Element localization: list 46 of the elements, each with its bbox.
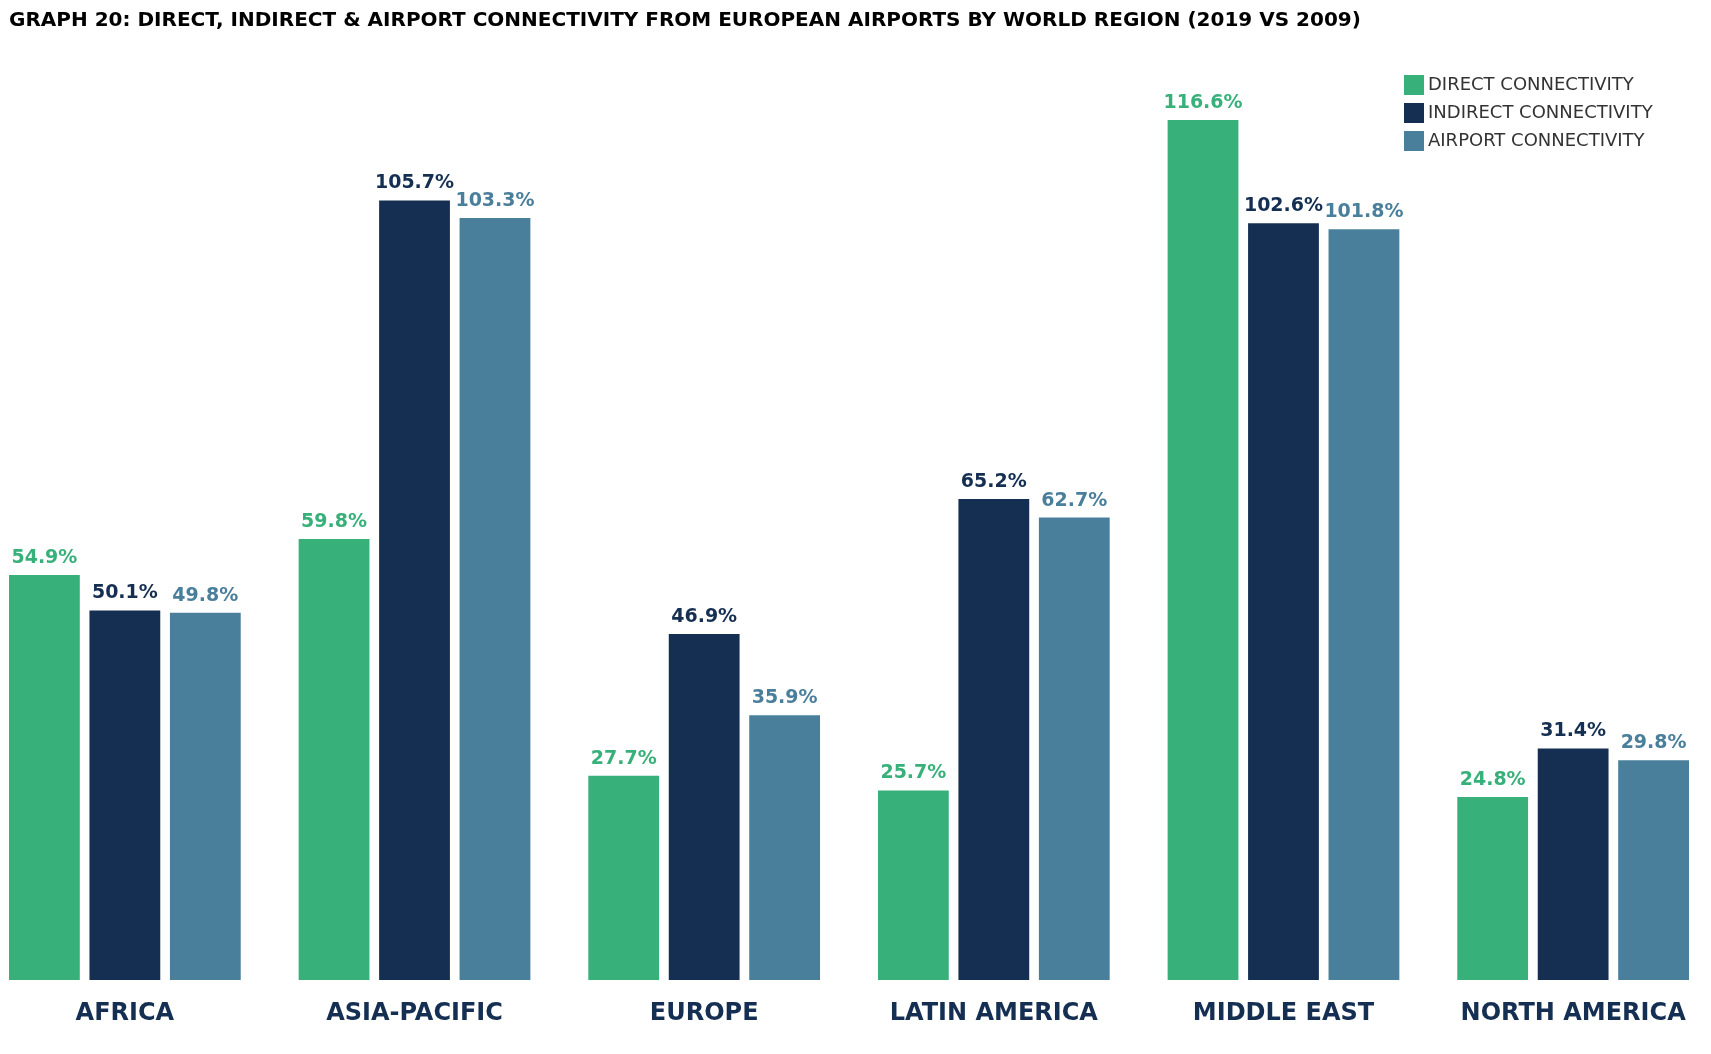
bar	[298, 538, 370, 980]
bar	[379, 200, 450, 980]
data-label: 46.9%	[671, 604, 738, 627]
data-label: 105.7%	[374, 170, 455, 193]
bar	[9, 575, 80, 980]
bar	[668, 634, 740, 980]
data-label: 101.8%	[1324, 199, 1404, 222]
bar	[749, 715, 821, 980]
data-label: 29.8%	[1620, 730, 1687, 753]
bar	[877, 790, 949, 980]
bar	[1038, 517, 1110, 980]
bar	[1618, 760, 1689, 980]
x-tick-label: NORTH AMERICA	[1460, 997, 1687, 1026]
data-label: 25.7%	[880, 760, 947, 783]
bar	[1457, 797, 1529, 980]
data-label: 24.8%	[1459, 767, 1526, 790]
legend-label: DIRECT CONNECTIVITY	[1428, 73, 1635, 94]
data-label: 65.2%	[960, 469, 1027, 492]
x-tick-label: LATIN AMERICA	[889, 997, 1099, 1026]
bar	[89, 610, 161, 980]
bar	[169, 612, 241, 980]
data-label: 103.3%	[455, 188, 535, 211]
data-label: 27.7%	[590, 745, 657, 768]
data-label: 35.9%	[751, 685, 818, 708]
bar	[958, 499, 1030, 980]
bar	[588, 775, 660, 980]
x-tick-label: ASIA-PACIFIC	[326, 997, 503, 1026]
data-label: 31.4%	[1540, 718, 1607, 741]
x-tick-label: AFRICA	[75, 997, 175, 1026]
chart-title: GRAPH 20: DIRECT, INDIRECT & AIRPORT CONNECTIVITY FROM EUROPEAN AIRPORTS BY WORLD REGION (2019 VS 2009)	[9, 7, 1361, 31]
bar	[459, 218, 531, 980]
bar	[1537, 748, 1609, 980]
bar	[1248, 223, 1319, 980]
bar	[1328, 229, 1400, 980]
legend-label: INDIRECT CONNECTIVITY	[1428, 101, 1654, 122]
data-label: 50.1%	[91, 580, 158, 603]
x-tick-label: MIDDLE EAST	[1192, 997, 1375, 1026]
bar	[1167, 120, 1239, 980]
data-label: 59.8%	[301, 508, 368, 531]
legend-label: AIRPORT CONNECTIVITY	[1428, 129, 1646, 150]
data-label: 49.8%	[172, 582, 239, 605]
data-label: 102.6%	[1243, 193, 1324, 216]
data-label: 54.9%	[11, 545, 78, 568]
data-label: 116.6%	[1163, 90, 1243, 112]
x-tick-label: EUROPE	[649, 997, 759, 1026]
data-label: 62.7%	[1041, 487, 1108, 510]
